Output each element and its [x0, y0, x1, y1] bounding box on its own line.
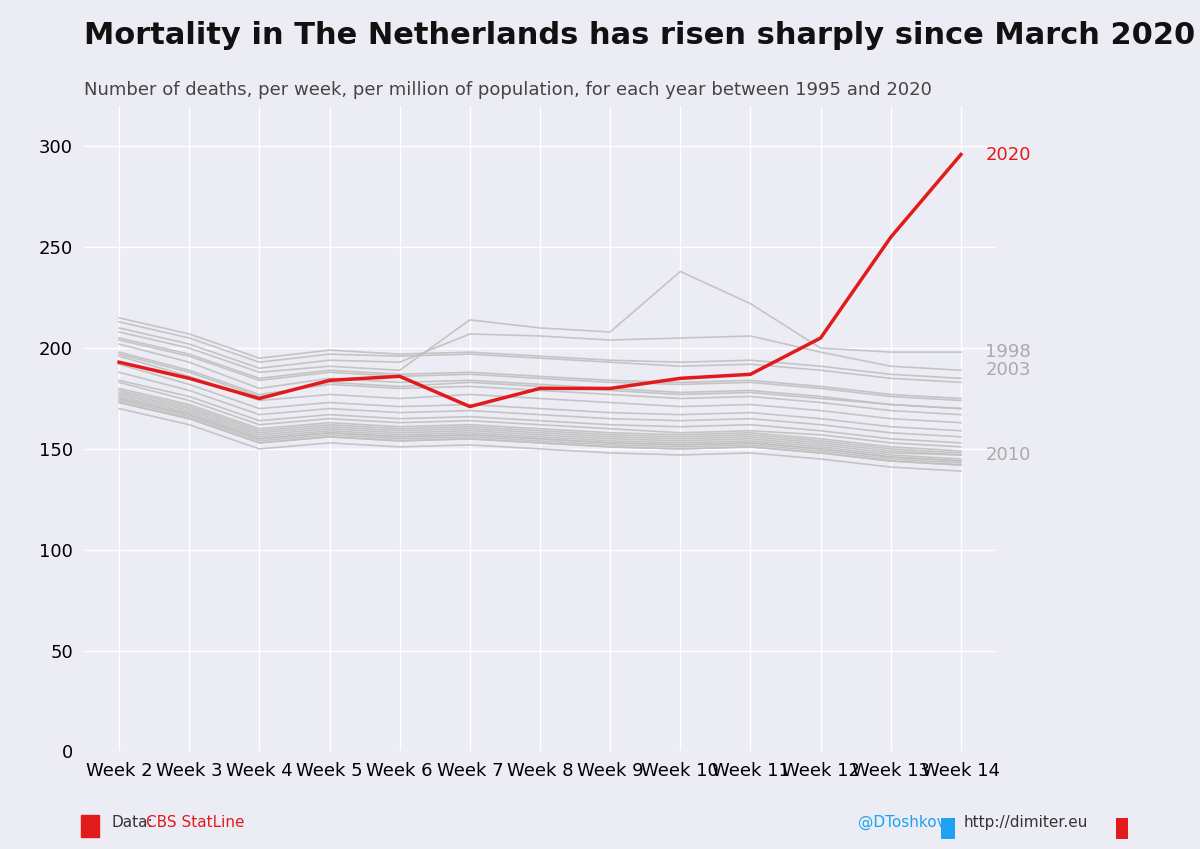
- Bar: [80, 815, 89, 825]
- Text: 1998: 1998: [985, 343, 1031, 361]
- Bar: [90, 815, 98, 825]
- Text: http://dimiter.eu: http://dimiter.eu: [964, 815, 1088, 830]
- Text: 2020: 2020: [985, 145, 1031, 164]
- Text: Data:: Data:: [112, 815, 154, 830]
- Text: Mortality in The Netherlands has risen sharply since March 2020: Mortality in The Netherlands has risen s…: [84, 21, 1195, 50]
- Text: 2003: 2003: [985, 362, 1031, 380]
- Text: Number of deaths, per week, per million of population, for each year between 199: Number of deaths, per week, per million …: [84, 81, 932, 98]
- Bar: [90, 827, 98, 837]
- Text: @DToshkov: @DToshkov: [858, 815, 946, 830]
- Text: CBS StatLine: CBS StatLine: [146, 815, 245, 830]
- Text: 2010: 2010: [985, 446, 1031, 464]
- Bar: [80, 827, 89, 837]
